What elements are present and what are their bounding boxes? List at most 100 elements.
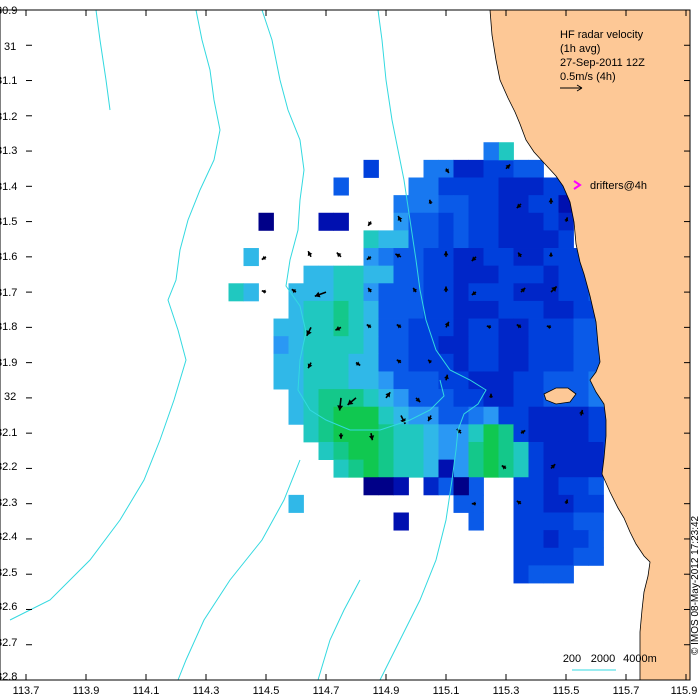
- velocity-arrow-icon: [471, 501, 476, 506]
- velocity-arrow-head: [314, 291, 321, 298]
- heatmap-cell: [423, 318, 439, 337]
- heatmap-cell: [288, 318, 304, 337]
- velocity-arrow-head: [516, 500, 522, 505]
- heatmap-cell: [393, 248, 409, 267]
- heatmap-cell: [408, 371, 424, 390]
- velocity-arrow-head: [291, 289, 297, 294]
- heatmap-cell: [498, 406, 514, 425]
- heatmap-cell: [573, 494, 589, 513]
- heatmap-cell: [573, 441, 589, 460]
- heatmap-cell: [588, 494, 604, 513]
- heatmap-cell: [498, 177, 514, 196]
- heatmap-cell: [498, 142, 514, 161]
- heatmap-cell: [303, 406, 319, 425]
- isobath-4000-west: [177, 459, 301, 681]
- heatmap-cell: [543, 512, 559, 531]
- axis-ticks: [25, 9, 690, 681]
- heatmap-cell: [333, 353, 349, 372]
- heatmap-cell: [423, 477, 439, 496]
- velocity-arrow-icon: [368, 433, 375, 441]
- depth-label-2000: 2000: [591, 653, 615, 665]
- velocity-arrow-head: [548, 252, 554, 257]
- heatmap-cell: [543, 177, 559, 196]
- heatmap-cell: [423, 195, 439, 214]
- heatmap-cell: [483, 318, 499, 337]
- heatmap-cell: [513, 389, 529, 408]
- heatmap-cell: [378, 477, 394, 496]
- heatmap-cell: [333, 371, 349, 390]
- heatmap-cell: [573, 371, 589, 390]
- heatmap-cell: [453, 230, 469, 249]
- heatmap-cell: [393, 512, 409, 531]
- heatmap-cell: [513, 477, 529, 496]
- heatmap-cell: [408, 459, 424, 478]
- velocity-arrow-icon: [443, 286, 449, 293]
- heatmap-cell: [573, 459, 589, 478]
- heatmap-cell: [528, 477, 544, 496]
- heatmap-cell: [333, 283, 349, 302]
- heatmap-cell: [513, 371, 529, 390]
- velocity-arrow-icon: [471, 256, 477, 262]
- heatmap-cell: [303, 283, 319, 302]
- heatmap-cell: [588, 530, 604, 549]
- velocity-arrow-head: [395, 253, 401, 259]
- heatmap-cell: [543, 441, 559, 460]
- velocity-arrow-head: [400, 418, 406, 424]
- heatmap-cell: [318, 371, 334, 390]
- velocity-arrow-icon: [366, 323, 372, 329]
- heatmap-cell: [348, 265, 364, 284]
- heatmap-cell: [363, 336, 379, 355]
- x-tick-label: 113.9: [73, 685, 100, 697]
- velocity-arrow-icon: [564, 499, 569, 504]
- heatmap-cell: [558, 424, 574, 443]
- velocity-arrow-head: [428, 199, 433, 204]
- heatmap-cell: [393, 230, 409, 249]
- scale-arrow-head-icon: [576, 84, 583, 92]
- heatmap-cell: [393, 353, 409, 372]
- heatmap-cell: [558, 300, 574, 319]
- velocity-arrow-icon: [314, 291, 327, 298]
- velocity-arrow-head: [355, 361, 361, 366]
- velocity-arrow-icon: [338, 433, 344, 439]
- velocity-arrow-icon: [546, 325, 552, 330]
- heatmap-cell: [303, 336, 319, 355]
- velocity-arrow-icon: [444, 374, 449, 381]
- velocity-arrow-head: [337, 405, 344, 411]
- heatmap-cell: [438, 265, 454, 284]
- heatmap-cell: [543, 300, 559, 319]
- heatmap-cell: [333, 265, 349, 284]
- heatmap-cell: [543, 371, 559, 390]
- heatmap-cell: [393, 300, 409, 319]
- heatmap-cell: [423, 441, 439, 460]
- y-tick-label: 31.6: [0, 251, 17, 263]
- heatmap-cell: [588, 406, 604, 425]
- velocity-arrow-head: [338, 434, 344, 439]
- velocity-arrow-icon: [516, 203, 522, 209]
- heatmap-cell: [528, 459, 544, 478]
- velocity-arrow-icon: [385, 391, 391, 399]
- heatmap-cell: [348, 300, 364, 319]
- heatmap-cell: [408, 318, 424, 337]
- velocity-vectors: [261, 163, 584, 506]
- heatmap-cell: [573, 353, 589, 372]
- velocity-arrow-head: [396, 359, 402, 364]
- heatmap-cell: [468, 336, 484, 355]
- velocity-arrow-icon: [579, 409, 584, 416]
- y-tick-label: 32.3: [0, 497, 17, 509]
- heatmap-cell: [543, 265, 559, 284]
- velocity-arrow-icon: [427, 415, 433, 422]
- heatmap-cell: [543, 353, 559, 372]
- velocity-arrow-icon: [488, 393, 494, 398]
- heatmap-cell: [423, 159, 439, 178]
- heatmap-cell: [318, 389, 334, 408]
- heatmap-cell: [438, 212, 454, 231]
- heatmap-cell: [408, 265, 424, 284]
- heatmap-cell: [288, 353, 304, 372]
- heatmap-cell: [528, 441, 544, 460]
- velocity-arrow-icon: [261, 255, 267, 261]
- heatmap-cell: [423, 424, 439, 443]
- velocity-arrow-head: [564, 217, 569, 222]
- heatmap-cell: [438, 230, 454, 249]
- drifter-marker-icon: [573, 180, 582, 190]
